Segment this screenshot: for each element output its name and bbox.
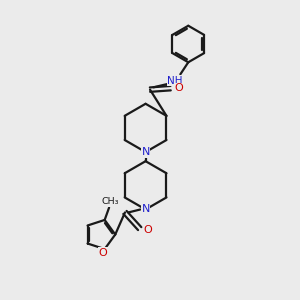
Text: O: O <box>99 248 108 258</box>
Text: NH: NH <box>167 76 183 86</box>
Text: O: O <box>175 83 183 93</box>
Text: CH₃: CH₃ <box>102 197 119 206</box>
Text: N: N <box>141 205 150 214</box>
Text: O: O <box>144 225 152 235</box>
Text: N: N <box>141 147 150 157</box>
